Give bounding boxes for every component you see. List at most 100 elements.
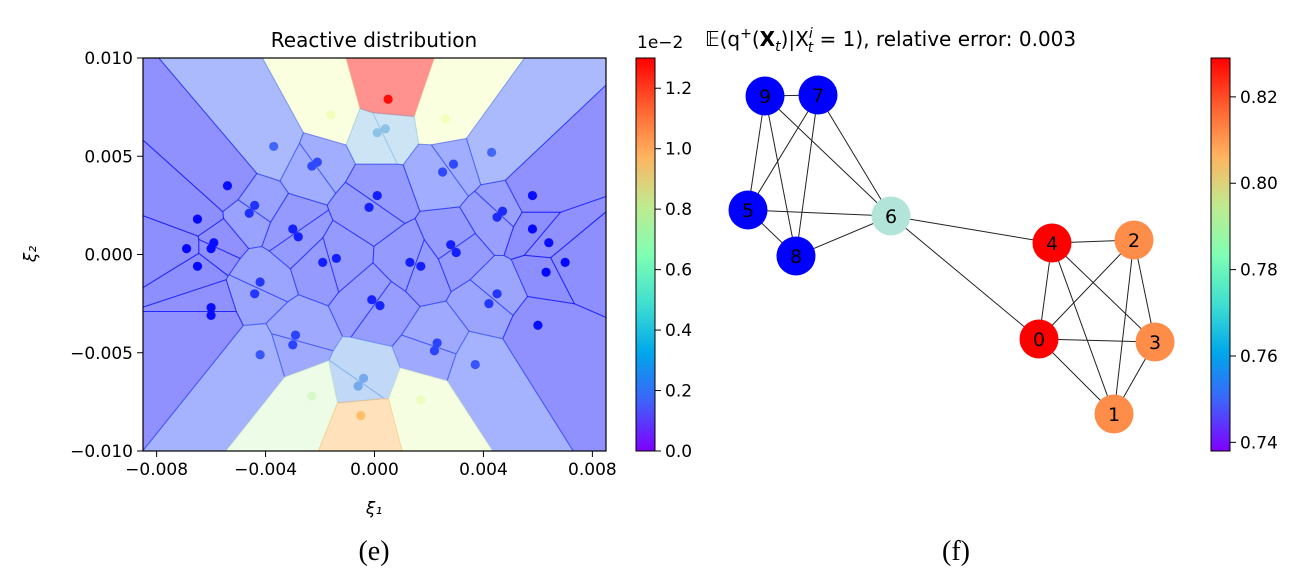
y-tick-label: 0.010 xyxy=(84,49,133,69)
scatter-point xyxy=(492,212,502,222)
scatter-point xyxy=(451,247,461,258)
scatter-points xyxy=(181,94,570,421)
y-tick-label: 0.005 xyxy=(84,147,133,167)
colorbar-tick-label: 0.76 xyxy=(1240,347,1278,367)
scatter-point xyxy=(192,261,203,271)
scatter-point xyxy=(375,300,385,311)
network-edge xyxy=(764,95,892,217)
scatter-point xyxy=(288,224,298,234)
scatter-point xyxy=(192,214,203,224)
scatter-point xyxy=(255,277,265,287)
scatter-point xyxy=(307,161,317,171)
node-circle xyxy=(871,196,911,236)
voronoi-cell xyxy=(143,322,286,451)
node-label: 0 xyxy=(1033,329,1045,351)
node-label: 6 xyxy=(885,206,897,228)
scatter-point xyxy=(356,411,366,421)
network-edge xyxy=(1051,242,1115,415)
colorbar-tick-label: 1.2 xyxy=(665,79,692,99)
scatter-point xyxy=(380,124,390,134)
network-node: 1 xyxy=(1094,394,1134,434)
scatter-point xyxy=(293,232,303,242)
network-node: 8 xyxy=(776,236,816,276)
voronoi-cells xyxy=(143,58,606,451)
colorbar-tick-label: 0.78 xyxy=(1240,261,1278,281)
scatter-point xyxy=(527,190,538,201)
network-node: 0 xyxy=(1019,319,1059,359)
network-node: 3 xyxy=(1135,322,1175,362)
reactive-distribution-panel: Reactive distribution −0.008 −0.004 0.000 0… xyxy=(21,28,692,567)
node-circle xyxy=(1135,322,1175,362)
colorbar-tick-label: 0.74 xyxy=(1240,433,1278,453)
network-node: 4 xyxy=(1032,223,1072,263)
scatter-point xyxy=(383,94,393,104)
node-circle xyxy=(1032,223,1072,263)
scatter-point xyxy=(492,289,502,299)
scatter-point xyxy=(290,330,301,340)
network-node: 5 xyxy=(728,190,768,230)
colorbar-tick-label: 0.8 xyxy=(665,200,692,220)
network-edge xyxy=(747,209,892,217)
x-tick-label: 0.008 xyxy=(568,460,617,480)
x-tick-label: −0.004 xyxy=(234,460,297,480)
scatter-point xyxy=(206,302,216,313)
scatter-point xyxy=(288,340,298,350)
colorbar-tick-label: 1.0 xyxy=(665,140,692,160)
network-nodes: 0 1 2 3 4 5 6 7 8 9 xyxy=(728,75,1175,434)
node-circle xyxy=(798,75,838,115)
node-label: 2 xyxy=(1128,230,1140,252)
network-title: 𝔼(q+(Xt)|Xi t = 1), relative error: 0.003 xyxy=(705,26,1076,56)
scatter-point xyxy=(244,208,254,218)
scatter-point xyxy=(440,114,450,124)
scatter-point xyxy=(560,257,570,267)
scatter-point xyxy=(470,359,480,370)
node-label: 4 xyxy=(1046,233,1058,255)
scatter-point xyxy=(372,190,382,201)
scatter-point xyxy=(429,346,440,356)
node-label: 7 xyxy=(812,85,824,107)
scatter-point xyxy=(255,350,265,360)
caption-e: (e) xyxy=(358,536,389,567)
x-tick-label: 0.000 xyxy=(350,460,399,480)
voronoi-cell xyxy=(502,295,606,451)
scatter-point xyxy=(269,141,279,152)
scatter-point xyxy=(353,381,363,391)
scatter-point xyxy=(416,261,426,271)
voronoi-cell xyxy=(317,398,403,451)
scatter-point xyxy=(331,253,341,264)
network-edge xyxy=(1113,239,1135,415)
scatter-point xyxy=(527,224,538,234)
y-tick-label: −0.010 xyxy=(70,442,133,462)
colorbar-f-ticks: 0.74 0.76 0.78 0.80 0.82 xyxy=(1230,88,1278,453)
scatter-point xyxy=(541,267,551,277)
scatter-point xyxy=(487,147,497,157)
colorbar-tick-label: 0.0 xyxy=(665,442,692,462)
node-label: 1 xyxy=(1108,404,1120,426)
scatter-point xyxy=(497,206,508,216)
node-circle xyxy=(1094,394,1134,434)
voronoi-cell xyxy=(446,330,574,451)
colorbar-tick-label: 0.4 xyxy=(665,321,692,341)
colorbar-multiplier: 1e−2 xyxy=(637,33,683,53)
network-edge xyxy=(747,94,819,211)
colorbar-e-ticks: 0.0 0.2 0.4 0.6 0.8 1.0 1.2 xyxy=(655,79,692,462)
scatter-point xyxy=(544,238,554,248)
node-label: 3 xyxy=(1149,332,1161,354)
y-tick-label: 0.000 xyxy=(84,246,133,266)
scatter-point xyxy=(318,257,328,267)
x-tick-label: −0.008 xyxy=(125,460,188,480)
x-axis-label: ξ₁ xyxy=(365,499,382,519)
scatter-point xyxy=(364,202,374,212)
node-label: 8 xyxy=(790,246,802,268)
network-node: 6 xyxy=(871,196,911,236)
x-tick-label: 0.004 xyxy=(459,460,508,480)
network-edge xyxy=(817,94,892,217)
scatter-point xyxy=(432,338,442,348)
scatter-point xyxy=(437,167,448,177)
network-node: 7 xyxy=(798,75,838,115)
network-edge xyxy=(890,215,1053,244)
network-edge xyxy=(1038,239,1135,340)
scatter-point xyxy=(533,320,543,330)
y-axis-label: ξ₂ xyxy=(21,246,41,263)
